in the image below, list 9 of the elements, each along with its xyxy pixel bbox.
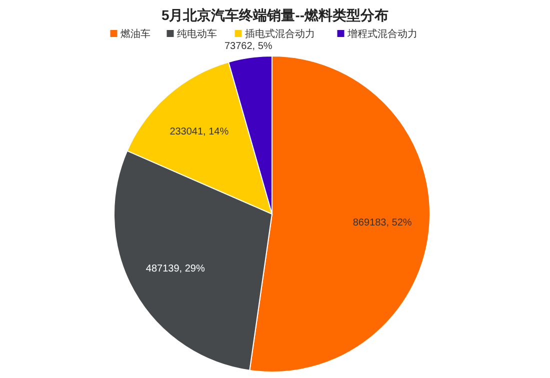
legend-label: 增程式混合动力 — [346, 28, 418, 40]
data-label: 233041, 14% — [170, 126, 229, 138]
legend-label: 纯电动车 — [176, 28, 217, 40]
legend-label: 插电式混合动力 — [244, 28, 315, 40]
chart-title: 5月北京汽车终端销量--燃料类型分布 — [161, 7, 389, 23]
data-label: 869183, 52% — [352, 217, 412, 228]
data-label: 487139, 29% — [146, 263, 205, 274]
data-label: 73762, 5% — [224, 41, 272, 52]
legend-label: 燃油车 — [120, 28, 150, 40]
